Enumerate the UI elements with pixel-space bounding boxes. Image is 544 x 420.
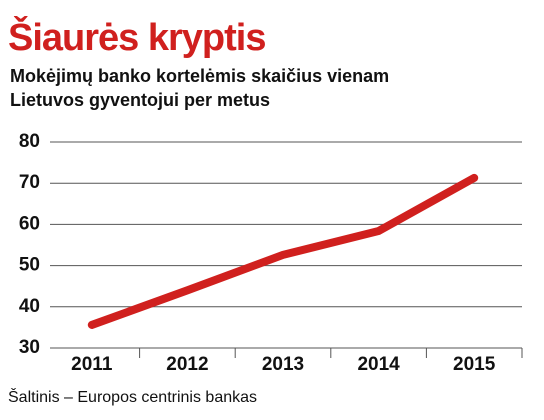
x-tick-label: 2014 <box>357 354 400 375</box>
x-tick-label: 2013 <box>262 354 304 375</box>
y-tick-label: 30 <box>19 337 40 358</box>
chart-title: Šiaurės kryptis <box>8 14 265 59</box>
data-line <box>87 173 479 329</box>
y-tick-label: 70 <box>19 172 40 193</box>
source-note: Šaltinis – Europos centrinis bankas <box>8 387 257 406</box>
y-tick-label: 40 <box>19 296 40 317</box>
chart-subtitle: Mokėjimų banko kortelėmis skaičius viena… <box>10 66 389 86</box>
y-tick-label: 80 <box>19 131 40 152</box>
x-tick-label: 2012 <box>166 354 208 375</box>
x-tick-label: 2011 <box>71 354 113 375</box>
chart-subtitle: Lietuvos gyventojui per metus <box>10 90 270 110</box>
x-tick-label: 2015 <box>453 354 496 375</box>
y-tick-label: 50 <box>19 255 40 276</box>
y-tick-label: 60 <box>19 213 40 234</box>
